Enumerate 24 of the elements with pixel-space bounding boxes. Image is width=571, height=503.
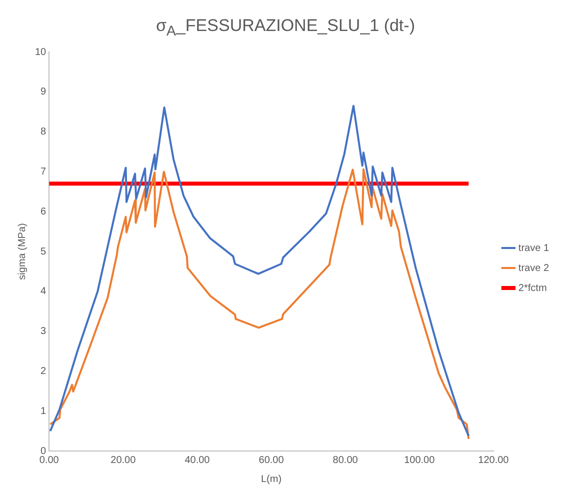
x-axis-title: L(m) (260, 474, 282, 486)
y-tick-label: 0 (40, 446, 47, 458)
y-tick-label: 6 (40, 206, 47, 218)
x-tick-label: 40.00 (184, 455, 210, 466)
x-tick-label: 60.00 (258, 455, 284, 466)
y-tick-label: 9 (40, 87, 47, 98)
y-tick-label: 7 (40, 166, 47, 178)
y-tick-label: 4 (40, 286, 47, 298)
chart-title: σ$_{A}$_FESSURAZIONE_SLU_1 (dt-) (155, 15, 416, 42)
x-tick-label: 100.00 (404, 455, 436, 466)
y-axis-title: sigma (MPa) (16, 224, 28, 280)
y-tick-label: 8 (40, 126, 47, 138)
y-tick-label: 5 (40, 246, 47, 258)
x-tick-label: 120.00 (478, 455, 510, 466)
y-tick-label: 3 (40, 326, 47, 338)
legend-label: trave 2 (518, 263, 550, 274)
x-tick-label: 20.00 (110, 455, 136, 466)
y-tick-label: 10 (35, 47, 47, 58)
x-tick-label: 80.00 (332, 455, 358, 466)
y-tick-label: 1 (40, 406, 47, 418)
legend-label: trave 1 (518, 243, 550, 254)
y-tick-label: 2 (40, 366, 47, 378)
x-tick-label: 0.00 (39, 455, 60, 466)
legend-label: 2*fctm (518, 283, 547, 294)
